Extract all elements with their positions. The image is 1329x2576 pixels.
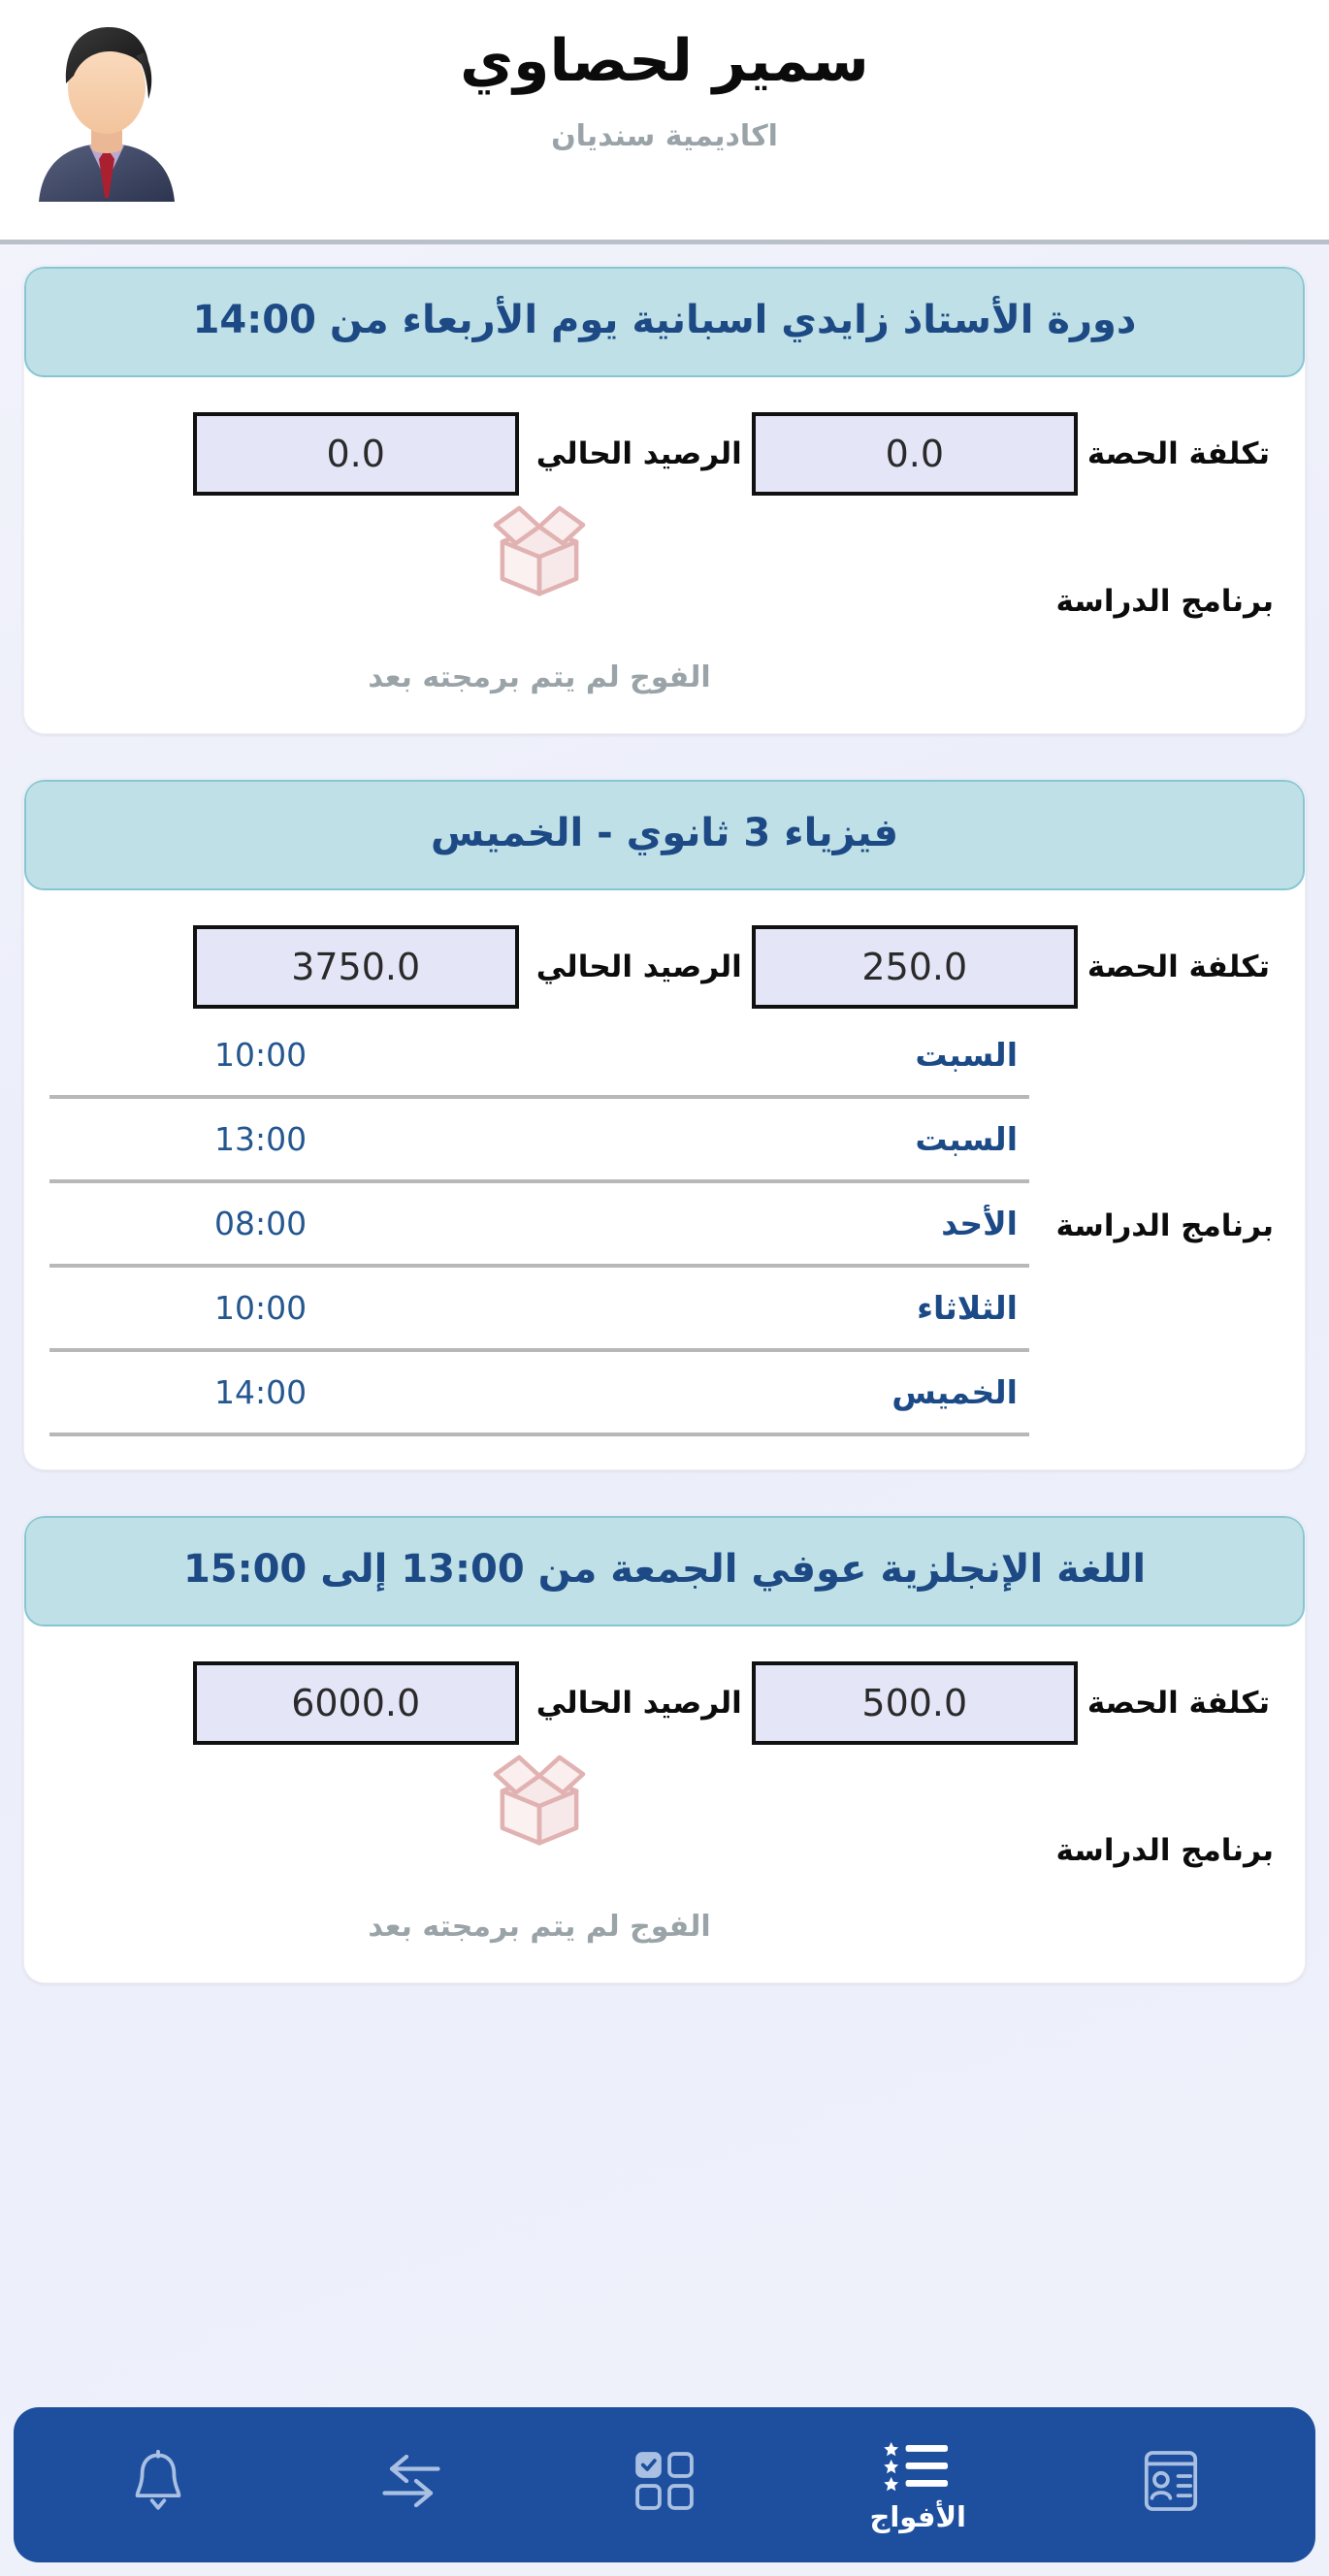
session-cost-value: 0.0 — [751, 412, 1078, 496]
program-content: الفوج لم يتم برمجته بعد — [49, 501, 1029, 700]
schedule-list: السبت 10:00 السبت 13:00 الأحد 08:00 — [49, 1014, 1029, 1436]
schedule-row: السبت 13:00 — [49, 1099, 1029, 1183]
checklist-grid-icon — [632, 2449, 697, 2513]
nav-item-notifications[interactable] — [85, 2407, 231, 2562]
schedule-time: 14:00 — [214, 1373, 308, 1411]
schedule-row: الأحد 08:00 — [49, 1183, 1029, 1268]
current-balance-label: الرصيد الحالي — [535, 950, 742, 984]
nav-item-profile[interactable] — [1098, 2407, 1244, 2562]
values-row: تكلفة الحصة 250.0 الرصيد الحالي 3750.0 — [49, 925, 1280, 1009]
nav-item-groups[interactable]: الأفواج — [845, 2407, 990, 2562]
empty-state-text: الفوج لم يتم برمجته بعد — [368, 660, 711, 694]
schedule-day: الثلاثاء — [917, 1289, 1018, 1327]
bottom-navigation-bar: الأفواج — [14, 2407, 1315, 2562]
group-card-body: تكلفة الحصة 0.0 الرصيد الحالي 0.0 برنامج… — [24, 377, 1305, 733]
schedule-row: الثلاثاء 10:00 — [49, 1268, 1029, 1352]
program-content: السبت 10:00 السبت 13:00 الأحد 08:00 — [49, 1014, 1029, 1436]
program-row: برنامج الدراسة — [49, 1751, 1280, 1949]
group-title: فيزياء 3 ثانوي - الخميس — [430, 811, 899, 855]
schedule-row: السبت 10:00 — [49, 1014, 1029, 1099]
program-row: برنامج الدراسة — [49, 501, 1280, 700]
app-header: سمير لحصاوي اكاديمية سنديان — [0, 0, 1329, 244]
group-card-header: فيزياء 3 ثانوي - الخميس — [24, 780, 1305, 890]
group-card[interactable]: فيزياء 3 ثانوي - الخميس تكلفة الحصة 250.… — [23, 779, 1306, 1470]
group-title: اللغة الإنجلزية عوفي الجمعة من 13:00 إلى… — [182, 1547, 1147, 1592]
groups-list[interactable]: دورة الأستاذ زايدي اسبانية يوم الأربعاء … — [0, 244, 1329, 2576]
group-card-body: تكلفة الحصة 500.0 الرصيد الحالي 6000.0 ب… — [24, 1626, 1305, 1982]
study-program-label: برنامج الدراسة — [1055, 583, 1274, 619]
schedule-time: 10:00 — [214, 1289, 308, 1327]
nav-item-tasks[interactable] — [592, 2407, 737, 2562]
study-program-label: برنامج الدراسة — [1055, 1832, 1274, 1868]
schedule-day: السبت — [915, 1036, 1018, 1074]
program-content: الفوج لم يتم برمجته بعد — [49, 1751, 1029, 1949]
academy-subtitle: اكاديمية سنديان — [551, 119, 778, 153]
header-titles: سمير لحصاوي اكاديمية سنديان — [0, 25, 1329, 153]
session-cost-label: تكلفة الحصة — [1086, 950, 1270, 984]
group-title: دورة الأستاذ زايدي اسبانية يوم الأربعاء … — [192, 298, 1137, 342]
schedule-time: 10:00 — [214, 1036, 308, 1074]
star-list-icon — [883, 2439, 953, 2496]
schedule-day: الخميس — [891, 1373, 1018, 1411]
group-card-header: اللغة الإنجلزية عوفي الجمعة من 13:00 إلى… — [24, 1516, 1305, 1626]
schedule-day: الأحد — [941, 1205, 1018, 1242]
current-balance-value: 0.0 — [192, 412, 519, 496]
empty-state: الفوج لم يتم برمجته بعد — [49, 501, 1029, 700]
id-card-icon — [1141, 2448, 1201, 2514]
bell-icon — [130, 2449, 186, 2513]
schedule-time: 13:00 — [214, 1120, 308, 1158]
schedule-day: السبت — [915, 1120, 1018, 1158]
values-row: تكلفة الحصة 0.0 الرصيد الحالي 0.0 — [49, 412, 1280, 496]
values-row: تكلفة الحصة 500.0 الرصيد الحالي 6000.0 — [49, 1661, 1280, 1745]
current-balance-label: الرصيد الحالي — [535, 1686, 742, 1721]
user-avatar-icon — [21, 12, 192, 202]
session-cost-label: تكلفة الحصة — [1086, 436, 1270, 471]
schedule-time: 08:00 — [214, 1205, 308, 1242]
nav-label-groups: الأفواج — [869, 2499, 966, 2533]
session-cost-label: تكلفة الحصة — [1086, 1686, 1270, 1721]
schedule-row: الخميس 14:00 — [49, 1352, 1029, 1436]
empty-box-icon — [493, 1755, 586, 1846]
group-card[interactable]: دورة الأستاذ زايدي اسبانية يوم الأربعاء … — [23, 266, 1306, 734]
current-balance-value: 6000.0 — [192, 1661, 519, 1745]
empty-box-icon — [493, 505, 586, 596]
empty-state: الفوج لم يتم برمجته بعد — [49, 1751, 1029, 1949]
transfer-arrows-icon — [377, 2449, 445, 2513]
session-cost-value: 250.0 — [751, 925, 1078, 1009]
current-balance-value: 3750.0 — [192, 925, 519, 1009]
program-row: برنامج الدراسة السبت 10:00 السبت 13:00 — [49, 1014, 1280, 1436]
session-cost-value: 500.0 — [751, 1661, 1078, 1745]
group-card[interactable]: اللغة الإنجلزية عوفي الجمعة من 13:00 إلى… — [23, 1515, 1306, 1983]
nav-item-transfers[interactable] — [339, 2407, 484, 2562]
empty-state-text: الفوج لم يتم برمجته بعد — [368, 1910, 711, 1944]
current-balance-label: الرصيد الحالي — [535, 436, 742, 471]
study-program-label: برنامج الدراسة — [1055, 1208, 1274, 1243]
avatar[interactable] — [21, 12, 192, 202]
group-card-body: تكلفة الحصة 250.0 الرصيد الحالي 3750.0 ب… — [24, 890, 1305, 1469]
page-title: سمير لحصاوي — [460, 27, 869, 95]
group-card-header: دورة الأستاذ زايدي اسبانية يوم الأربعاء … — [24, 267, 1305, 377]
